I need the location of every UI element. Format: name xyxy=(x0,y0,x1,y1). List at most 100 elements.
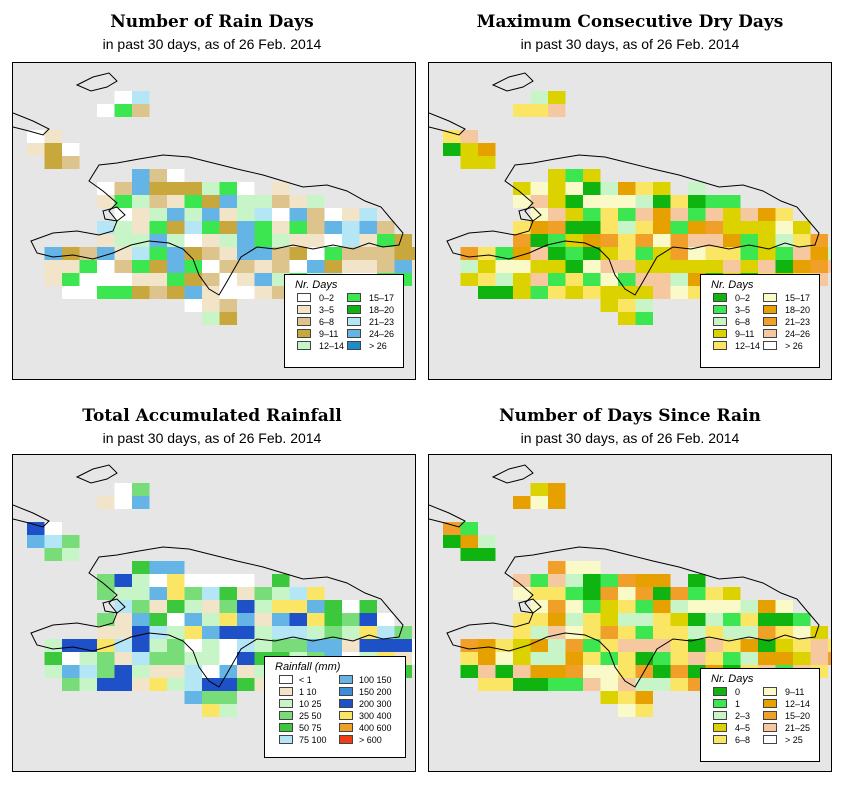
grid-cell xyxy=(44,652,62,665)
grid-cell xyxy=(530,665,548,678)
grid-cell xyxy=(254,587,272,600)
legend-swatch xyxy=(347,305,361,314)
grid-cell xyxy=(27,143,45,156)
grid-cell xyxy=(583,678,601,691)
legend-swatch xyxy=(763,687,777,696)
map-grid xyxy=(429,464,831,717)
grid-cell xyxy=(600,286,618,299)
grid-cell xyxy=(653,234,671,247)
grid-cell xyxy=(167,221,185,234)
grid-cell xyxy=(460,247,478,260)
panel-title: Number of Rain Days xyxy=(110,12,314,32)
grid-cell xyxy=(184,299,202,312)
grid-cell xyxy=(565,169,583,182)
grid-cell xyxy=(237,260,255,273)
grid-cell xyxy=(167,208,185,221)
grid-cell xyxy=(202,195,220,208)
legend-label: 300 400 xyxy=(359,711,392,721)
grid-cell xyxy=(775,613,793,626)
grid-cell xyxy=(635,182,653,195)
grid-cell xyxy=(740,221,758,234)
grid-cell xyxy=(705,247,723,260)
grid-cell xyxy=(307,234,325,247)
grid-cell xyxy=(184,195,202,208)
grid-cell xyxy=(460,130,478,143)
grid-cell xyxy=(565,587,583,600)
grid-cell xyxy=(254,234,272,247)
grid-cell xyxy=(670,195,688,208)
grid-cell xyxy=(530,286,548,299)
grid-cell xyxy=(583,247,601,260)
grid-cell xyxy=(460,273,478,286)
grid-cell xyxy=(219,639,237,652)
grid-cell xyxy=(828,639,831,652)
grid-cell xyxy=(79,678,97,691)
legend-label: 1 xyxy=(735,699,741,709)
grid-cell xyxy=(460,665,478,678)
grid-cell xyxy=(758,639,776,652)
grid-cell xyxy=(670,613,688,626)
grid-cell xyxy=(377,221,395,234)
grid-cell xyxy=(653,273,671,286)
grid-cell xyxy=(670,678,688,691)
grid-cell xyxy=(202,273,220,286)
grid-cell xyxy=(202,652,220,665)
grid-cell xyxy=(132,587,150,600)
grid-cell xyxy=(254,286,272,299)
legend-label: 2–3 xyxy=(735,711,751,721)
grid-cell xyxy=(513,195,531,208)
island-coastline xyxy=(491,72,534,92)
grid-cell xyxy=(342,600,360,613)
grid-cell xyxy=(219,208,237,221)
grid-cell xyxy=(184,182,202,195)
grid-cell xyxy=(44,247,62,260)
grid-cell xyxy=(167,561,185,574)
hispaniola-coastline xyxy=(30,546,404,688)
legend-swatch xyxy=(279,687,293,696)
grid-cell xyxy=(478,665,496,678)
grid-cell xyxy=(478,156,496,169)
grid-cell xyxy=(723,613,741,626)
grid-cell xyxy=(653,221,671,234)
grid-cell xyxy=(635,221,653,234)
grid-cell xyxy=(114,273,132,286)
grid-cell xyxy=(237,600,255,613)
legend-label: 9–11 xyxy=(319,329,339,339)
map-max-dry[interactable] xyxy=(428,62,832,380)
island-coastline xyxy=(429,504,466,528)
legend-label: 10 25 xyxy=(299,699,322,709)
grid-cell xyxy=(583,626,601,639)
grid-cell xyxy=(600,691,618,704)
grid-cell xyxy=(600,587,618,600)
grid-cell xyxy=(618,574,636,587)
grid-cell xyxy=(478,678,496,691)
grid-cell xyxy=(132,234,150,247)
hispaniola-coastline xyxy=(446,154,820,296)
grid-cell xyxy=(412,247,415,260)
grid-cell xyxy=(377,626,395,639)
grid-cell xyxy=(460,535,478,548)
grid-cell xyxy=(289,600,307,613)
grid-cell xyxy=(618,665,636,678)
grid-cell xyxy=(149,574,167,587)
grid-cell xyxy=(27,535,45,548)
legend-label: > 600 xyxy=(359,735,382,745)
grid-cell xyxy=(219,678,237,691)
grid-cell xyxy=(583,652,601,665)
grid-cell xyxy=(202,626,220,639)
grid-cell xyxy=(758,208,776,221)
grid-cell xyxy=(219,600,237,613)
grid-cell xyxy=(443,522,461,535)
grid-cell xyxy=(184,208,202,221)
legend-label: > 25 xyxy=(785,735,803,745)
grid-cell xyxy=(97,104,115,117)
grid-cell xyxy=(565,613,583,626)
grid-cell xyxy=(513,182,531,195)
grid-cell xyxy=(219,312,237,325)
grid-cell xyxy=(600,613,618,626)
grid-cell xyxy=(670,221,688,234)
grid-cell xyxy=(202,613,220,626)
grid-cell xyxy=(688,208,706,221)
grid-cell xyxy=(513,234,531,247)
grid-cell xyxy=(324,234,342,247)
